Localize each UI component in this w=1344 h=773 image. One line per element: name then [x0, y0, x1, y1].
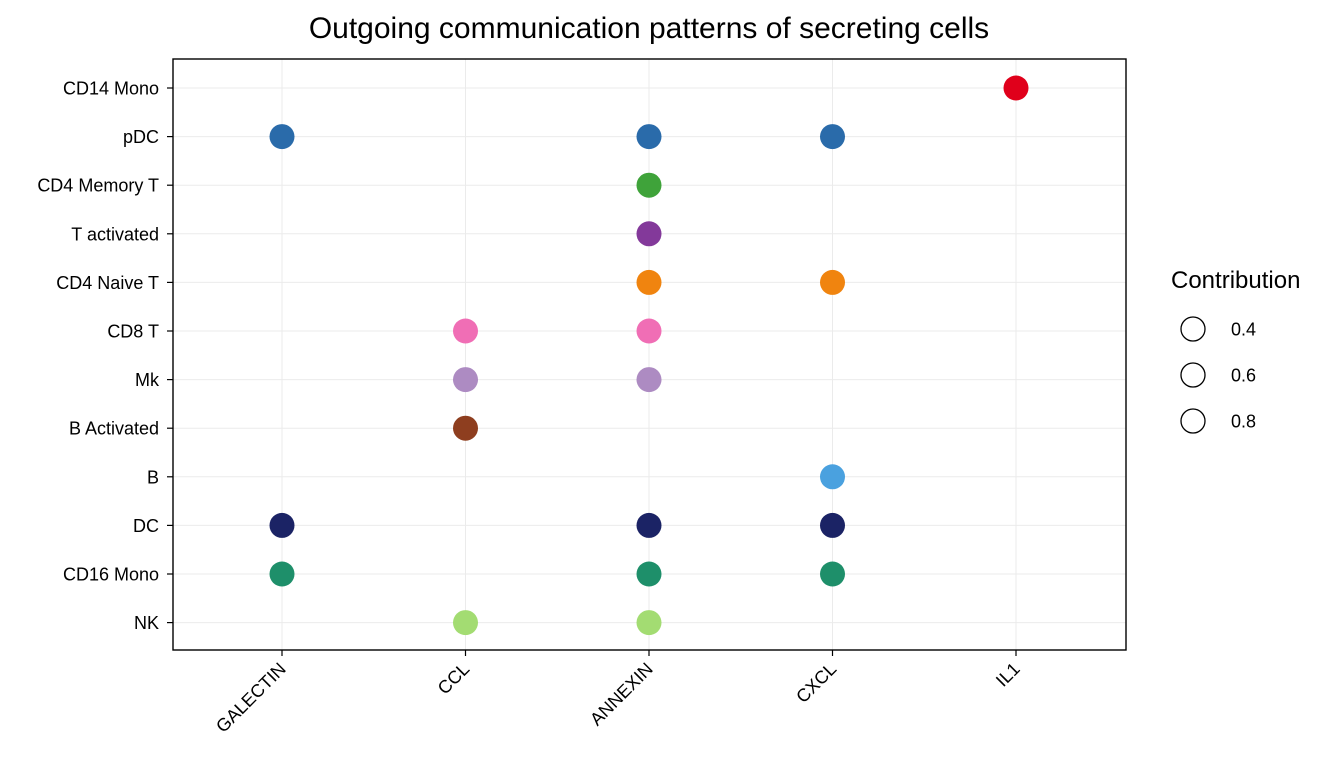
data-point: [636, 221, 662, 247]
data-point: [453, 415, 478, 441]
x-tick-label: CCL: [434, 659, 474, 699]
y-tick-label: DC: [133, 516, 159, 536]
data-point: [453, 610, 478, 636]
x-tick-label: CXCL: [792, 659, 840, 707]
y-tick-label: NK: [134, 613, 159, 633]
data-point: [636, 269, 662, 295]
data-point: [636, 561, 662, 587]
legend: Contribution 0.4 0.6 0.8: [1171, 267, 1300, 434]
axes: CD14 Mono pDC CD4 Memory T T activated CD4 N…: [37, 79, 1024, 737]
data-point: [820, 512, 845, 538]
x-tick-label: GALECTIN: [212, 659, 290, 737]
data-point: [636, 318, 662, 344]
y-tick-label: CD16 Mono: [63, 565, 159, 585]
y-tick-label: B: [147, 467, 159, 487]
data-point: [269, 512, 295, 538]
data-points: [269, 75, 1029, 636]
chart-title: Outgoing communication patterns of secre…: [309, 12, 989, 45]
data-point: [636, 124, 662, 150]
x-tick-label: ANNEXIN: [586, 659, 657, 730]
data-point: [636, 172, 662, 198]
data-point: [636, 512, 662, 538]
data-point: [636, 610, 662, 636]
legend-key-circle: [1180, 362, 1206, 388]
data-point: [453, 318, 478, 344]
data-point: [820, 124, 845, 150]
data-point: [269, 124, 295, 150]
x-tick-label: IL1: [992, 659, 1024, 691]
y-tick-label: Mk: [135, 370, 160, 390]
data-point: [269, 561, 295, 587]
legend-key-circle: [1180, 408, 1206, 434]
legend-key-circle: [1180, 316, 1206, 342]
y-tick-label: CD14 Mono: [63, 79, 159, 99]
y-tick-label: B Activated: [69, 419, 159, 439]
legend-label: 0.6: [1231, 366, 1256, 386]
y-tick-label: CD4 Naive T: [56, 273, 159, 293]
data-point: [453, 367, 478, 393]
data-point: [820, 561, 845, 587]
legend-label: 0.8: [1231, 412, 1256, 432]
data-point: [636, 367, 662, 393]
legend-title: Contribution: [1171, 267, 1300, 294]
y-tick-label: CD8 T: [107, 322, 159, 342]
y-tick-label: CD4 Memory T: [37, 176, 159, 196]
data-point: [820, 269, 845, 295]
data-point: [820, 464, 845, 490]
y-tick-label: T activated: [71, 224, 159, 244]
y-tick-label: pDC: [123, 127, 159, 147]
legend-label: 0.4: [1231, 320, 1256, 340]
data-point: [1003, 75, 1029, 101]
